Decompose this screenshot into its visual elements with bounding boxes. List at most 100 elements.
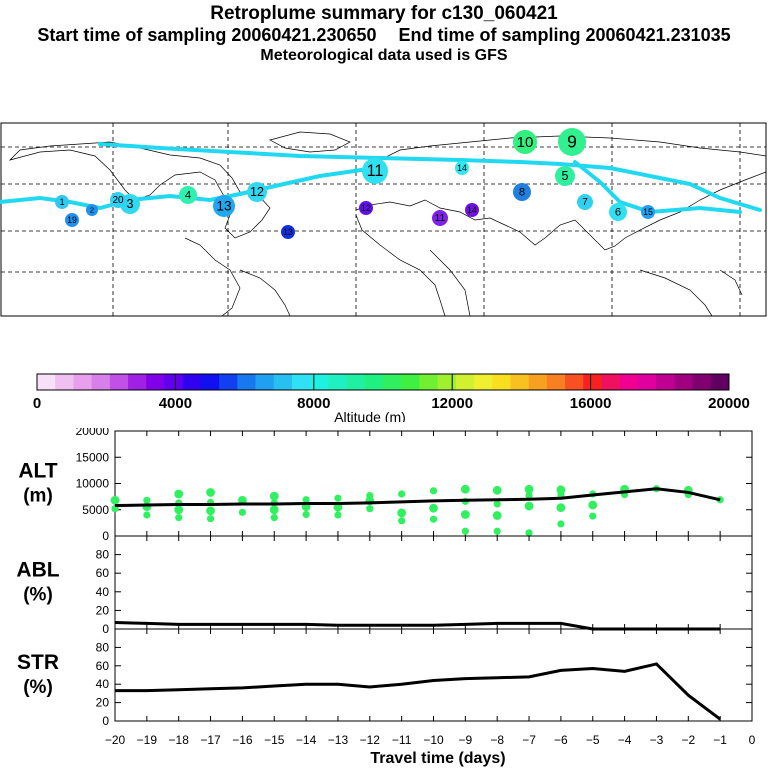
- map-frame: [0, 122, 767, 317]
- plume-marker-label: 9: [567, 132, 577, 152]
- plume-marker-dot: [577, 194, 593, 210]
- alt-median-line: [114, 487, 721, 508]
- colorbar-swatch: [273, 374, 293, 390]
- abl-series-line: [114, 620, 721, 631]
- alt-scatter-point: [174, 505, 184, 515]
- colorbar-swatch: [565, 374, 584, 390]
- abl-label-unit: (%): [23, 585, 53, 606]
- plume-marker: 11: [432, 210, 448, 226]
- plume-marker: 15: [641, 205, 655, 219]
- alt-scatter-point: [110, 495, 120, 505]
- x-tick-label: −20: [105, 733, 126, 747]
- plume-marker-dot: [513, 183, 531, 201]
- colorbar-swatch: [528, 374, 548, 390]
- colorbar-swatch: [164, 374, 184, 390]
- alt-scatter-point: [397, 508, 407, 518]
- plume-marker-dot: [281, 225, 295, 239]
- alt-scatter-point: [460, 510, 470, 519]
- start-time-label: Start time of sampling 20060421.230650: [37, 25, 377, 45]
- x-tick-label: −17: [200, 733, 221, 747]
- plume-marker: 5: [555, 166, 575, 186]
- plume-marker-label: 19: [67, 215, 77, 225]
- alt-scatter-point: [460, 484, 470, 494]
- str-frame: [114, 628, 753, 722]
- colorbar-swatch: [346, 374, 366, 390]
- x-tick-label: −15: [264, 733, 285, 747]
- plume-marker-label: 2: [90, 205, 94, 214]
- plume-marker-dot: [179, 186, 197, 204]
- plume-marker-label: 14: [467, 205, 477, 215]
- alt-scatter-point: [429, 487, 438, 495]
- colorbar-swatch: [710, 374, 730, 390]
- colorbar-tick-label: 12000: [431, 395, 473, 412]
- alt-ytick-label: 10000: [76, 477, 110, 491]
- colorbar-swatch: [200, 374, 220, 390]
- x-tick-label: −2: [681, 733, 695, 747]
- colorbar-swatch: [55, 374, 74, 390]
- alt-label-unit: (m): [23, 486, 53, 507]
- plume-marker-label: 12: [250, 185, 264, 199]
- plume-marker-dot: [359, 201, 373, 215]
- sampling-times: Start time of sampling 20060421.230650 En…: [0, 25, 768, 46]
- plume-marker: 13: [281, 225, 295, 239]
- met-data-label: Meteorological data used is GFS: [260, 47, 508, 64]
- str-series-line: [115, 662, 722, 721]
- str-panel: 0 20 40 60 80 STR (%): [17, 628, 753, 728]
- alt-scatter-point: [492, 485, 502, 495]
- alt-scatter-point: [557, 520, 565, 528]
- alt-scatter-point: [206, 515, 215, 523]
- colorbar-tick-label: 20000: [708, 395, 750, 412]
- colorbar-tick-label: 16000: [570, 395, 612, 412]
- alt-scatter-point: [366, 505, 374, 513]
- time-series-panels: 0 5000 10000 15000 20000 ALT (m) 0 20 40 60 80 ABL (…: [16, 428, 756, 767]
- alt-scatter-point: [525, 491, 533, 500]
- plume-marker-label: 13: [283, 227, 293, 237]
- colorbar-swatch: [419, 374, 439, 390]
- end-time-label: End time of sampling 20060421.231035: [398, 25, 731, 45]
- colorbar-swatch: [291, 374, 311, 390]
- x-tick-label: −19: [137, 733, 158, 747]
- colorbar-swatch: [510, 374, 530, 390]
- alt-scatter-point: [334, 494, 342, 502]
- plume-marker-label: 12: [361, 203, 371, 213]
- alt-scatter-point: [366, 491, 374, 500]
- chart-title: Retroplume summary for c130_060421: [210, 3, 558, 24]
- alt-scatter-point: [429, 515, 438, 523]
- plume-marker: 6: [609, 203, 627, 221]
- alt-ytick-label: 20000: [76, 428, 110, 438]
- x-tick-label: 0: [749, 733, 756, 747]
- alt-scatter-point: [398, 517, 406, 525]
- alt-ytick-label: 0: [102, 529, 109, 543]
- colorbar-swatch: [255, 374, 275, 390]
- colorbar-tick-label: 0: [33, 395, 41, 412]
- plume-marker: 9: [558, 128, 586, 156]
- alt-scatter-point: [206, 506, 215, 516]
- plume-marker-label: 11: [435, 213, 446, 224]
- alt-scatter-point: [556, 485, 566, 495]
- plume-marker-dot: [110, 192, 126, 208]
- abl-ytick-label: 20: [96, 603, 110, 617]
- str-ytick-label: 60: [96, 659, 110, 673]
- alt-scatter-point: [269, 491, 279, 501]
- plume-marker-label: 5: [562, 169, 569, 183]
- x-tick-label: −12: [360, 733, 381, 747]
- abl-ytick-label: 80: [96, 548, 110, 562]
- str-label-name: STR: [17, 651, 59, 674]
- plume-marker-label: 1: [60, 197, 65, 207]
- plume-marker-label: 7: [582, 197, 588, 208]
- alt-scatter-point: [302, 510, 310, 519]
- altitude-colorbar: 0 4000 8000 12000 16000 20000 Altitude (m): [33, 373, 750, 422]
- x-tick-label: −10: [423, 733, 444, 747]
- colorbar-swatch: [492, 374, 511, 390]
- x-tick-label: −7: [522, 733, 536, 747]
- alt-scatter-point: [206, 488, 215, 497]
- colorbar-tick-label: 4000: [159, 395, 192, 412]
- alt-scatter-point: [334, 511, 342, 519]
- x-tick-label: −1: [713, 733, 727, 747]
- travel-time-axis: −20 −19 −18 −17 −16 −15 −14 −13 −12 −11 −10 −9 −8 −7−…: [105, 733, 756, 747]
- colorbar-swatch: [109, 374, 129, 390]
- colorbar-swatch: [692, 374, 712, 390]
- plume-marker: 11: [362, 158, 388, 184]
- plume-marker: 2: [86, 204, 98, 216]
